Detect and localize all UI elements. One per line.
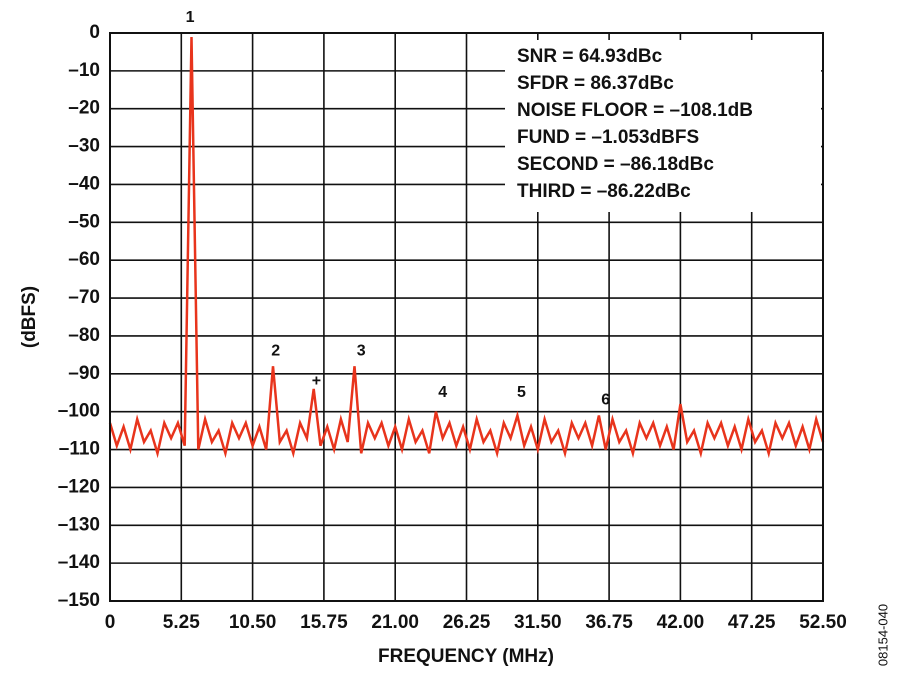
y-tick-label: –90	[68, 363, 100, 384]
annotation: 6	[601, 392, 610, 409]
x-tick-label: 0	[105, 612, 116, 633]
x-axis-label: FREQUENCY (MHz)	[378, 646, 554, 667]
plot-border	[109, 32, 824, 602]
y-axis-label: (dBFS)	[19, 286, 40, 348]
x-tick-label: 26.25	[443, 612, 491, 633]
x-tick-label: 5.25	[163, 612, 200, 633]
figure-id: 08154-040	[875, 604, 890, 666]
x-tick-label: 10.50	[229, 612, 277, 633]
y-tick-label: –100	[58, 401, 100, 422]
y-tick-label: –30	[68, 136, 100, 157]
y-tick-label: 0	[89, 22, 100, 43]
y-tick-label: –130	[58, 514, 100, 535]
y-tick-label: –40	[68, 173, 100, 194]
x-tick-label: 42.00	[657, 612, 705, 633]
annotation: 2	[271, 342, 280, 359]
stats-line: SECOND = –86.18dBc	[517, 154, 714, 175]
y-tick-label: –60	[68, 249, 100, 270]
y-tick-label: –20	[68, 98, 100, 119]
annotation: +	[312, 373, 321, 390]
y-tick-label: –110	[59, 439, 100, 460]
stats-background	[505, 40, 821, 212]
annotation: 4	[438, 384, 447, 401]
x-tick-label: 52.50	[799, 612, 847, 633]
x-tick-label: 31.50	[514, 612, 562, 633]
stats-line: SFDR = 86.37dBc	[517, 73, 674, 94]
y-tick-label: –10	[68, 60, 100, 81]
y-tick-label: –80	[68, 325, 100, 346]
x-tick-label: 15.75	[300, 612, 348, 633]
y-tick-label: –120	[58, 476, 100, 497]
y-tick-label: –150	[58, 590, 100, 611]
y-tick-label: –140	[58, 552, 100, 573]
x-tick-label: 36.75	[585, 612, 633, 633]
y-tick-label: –70	[68, 287, 100, 308]
stats-line: NOISE FLOOR = –108.1dB	[517, 100, 753, 121]
annotation: 3	[357, 342, 366, 359]
y-tick-label: –50	[68, 211, 100, 232]
stats-line: SNR = 64.93dBc	[517, 46, 663, 67]
stats-line: FUND = –1.053dBFS	[517, 127, 699, 148]
annotation: 5	[517, 384, 526, 401]
x-tick-label: 47.25	[728, 612, 776, 633]
annotation: 1	[186, 9, 195, 26]
spectrum-line	[108, 36, 825, 459]
stats-line: THIRD = –86.22dBc	[517, 181, 691, 202]
x-tick-label: 21.00	[371, 612, 419, 633]
